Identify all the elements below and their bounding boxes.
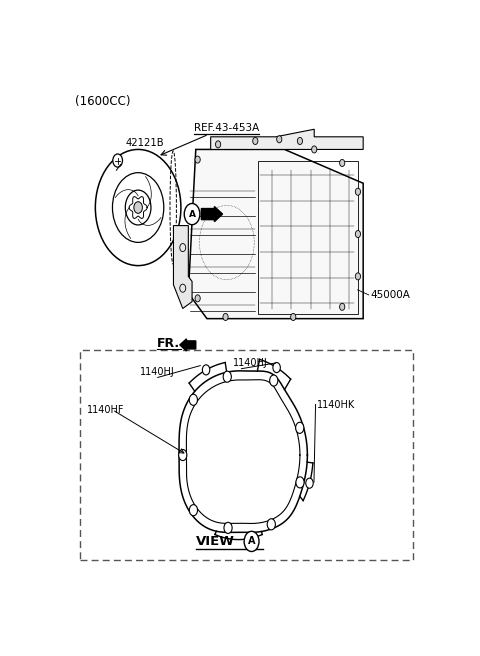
Polygon shape (211, 129, 363, 150)
Circle shape (355, 188, 360, 195)
Text: A: A (189, 210, 195, 218)
Text: VIEW: VIEW (196, 535, 235, 548)
Text: 1140HJ: 1140HJ (233, 358, 268, 367)
Circle shape (189, 394, 197, 405)
Circle shape (203, 365, 210, 375)
Circle shape (291, 314, 296, 321)
Circle shape (244, 531, 259, 552)
Text: 45000A: 45000A (371, 290, 410, 300)
Circle shape (273, 363, 280, 373)
Circle shape (296, 422, 304, 434)
Circle shape (195, 295, 200, 302)
Circle shape (195, 156, 200, 163)
Text: 42121B: 42121B (125, 138, 164, 148)
Text: 1140HF: 1140HF (87, 405, 124, 415)
Circle shape (355, 230, 360, 237)
Circle shape (134, 201, 143, 213)
Circle shape (312, 146, 317, 153)
Circle shape (252, 138, 258, 144)
Circle shape (276, 136, 282, 143)
Circle shape (296, 477, 304, 488)
Circle shape (339, 159, 345, 167)
Text: FR.: FR. (156, 337, 180, 350)
Text: 1140HJ: 1140HJ (140, 367, 175, 377)
Bar (81, 350, 413, 560)
FancyArrow shape (202, 207, 223, 222)
Polygon shape (173, 226, 192, 308)
Circle shape (224, 522, 232, 533)
Text: REF.43-453A: REF.43-453A (194, 123, 259, 133)
Bar (258, 161, 358, 314)
Circle shape (267, 519, 276, 530)
Circle shape (216, 141, 221, 148)
Text: A: A (248, 537, 255, 546)
Circle shape (113, 154, 122, 167)
Circle shape (339, 303, 345, 310)
Circle shape (179, 449, 187, 461)
Text: 1140HK: 1140HK (317, 400, 355, 409)
Circle shape (184, 203, 200, 225)
Circle shape (189, 504, 198, 516)
Circle shape (270, 375, 278, 386)
Circle shape (297, 138, 302, 144)
Circle shape (306, 478, 313, 488)
FancyArrow shape (180, 339, 196, 351)
Circle shape (223, 371, 231, 382)
Circle shape (355, 273, 360, 280)
Text: (1600CC): (1600CC) (75, 95, 131, 108)
Circle shape (223, 314, 228, 321)
Polygon shape (188, 150, 363, 319)
